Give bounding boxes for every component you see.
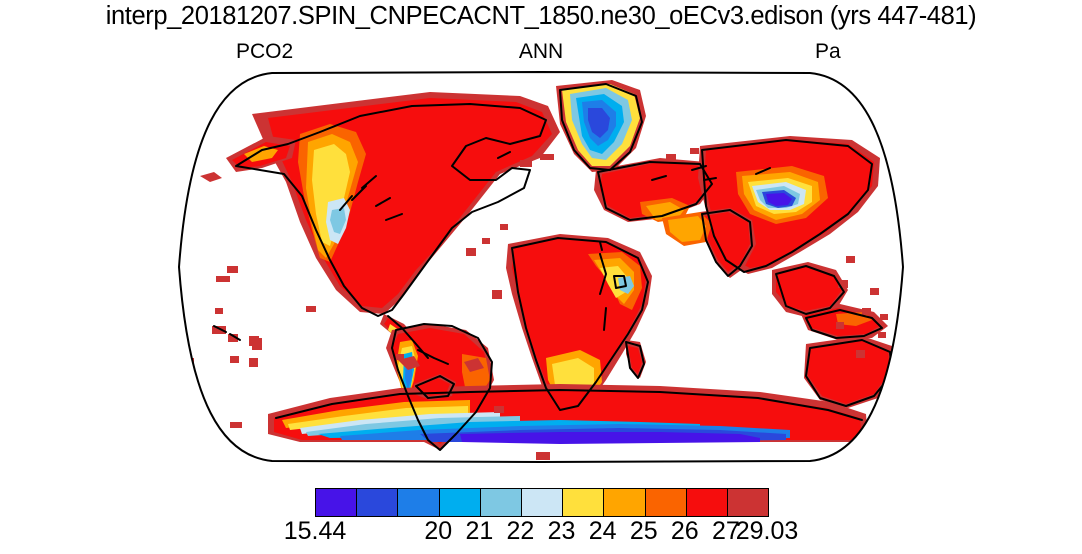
robinson-map: [177, 70, 905, 464]
colorbar-tick-29.03: 29.03: [735, 517, 799, 545]
colorbar-tick-15.44: 15.44: [283, 517, 347, 545]
colorbar-swatch-6: [563, 489, 605, 516]
region-alaska: [200, 136, 296, 182]
colorbar-tick-21: 21: [465, 517, 494, 545]
colorbar-swatch-2: [398, 489, 440, 516]
colorbar-swatch-4: [480, 489, 522, 516]
map-data-layer: [179, 72, 903, 462]
figure-title: interp_20181207.SPIN_CNPECACNT_1850.ne30…: [105, 2, 977, 30]
colorbar-tick-22: 22: [506, 517, 535, 545]
subtitle-row: PCO2 ANN Pa: [0, 39, 1082, 65]
colorbar-tick-labels: 15.44 20 21 22 23 24 25 26 27 29.03: [0, 515, 1082, 549]
map-panel: [0, 62, 1082, 472]
coastline-layer: [213, 83, 903, 451]
region-greenland: [556, 80, 646, 172]
colorbar-swatch-10: [727, 489, 769, 516]
colorbar-tick-24: 24: [588, 517, 617, 545]
colorbar-tick-23: 23: [547, 517, 576, 545]
colorbar-swatch-9: [686, 489, 728, 516]
map-boundary-outline: [177, 70, 905, 464]
colorbar-panel: 15.44 20 21 22 23 24 25 26 27 29.03: [0, 484, 1082, 554]
colorbar-tick-26: 26: [670, 517, 699, 545]
colorbar-swatch-7: [604, 489, 646, 516]
region-europe: [594, 158, 716, 222]
colorbar-swatch-8: [645, 489, 687, 516]
colorbar-swatch-3: [439, 489, 481, 516]
colorbar-swatch-5: [521, 489, 564, 516]
colorbar-tick-25: 25: [629, 517, 658, 545]
colorbar[interactable]: [315, 488, 769, 517]
subtitle-right-units: Pa: [815, 40, 841, 63]
colorbar-swatch-1: [357, 489, 399, 516]
colorbar-tick-20: 20: [424, 517, 453, 545]
colorbar-swatch-0: [316, 489, 358, 516]
colorbar-tick-27: 27: [712, 517, 740, 545]
subtitle-left-variable: PCO2: [236, 40, 294, 63]
subtitle-center-season: ANN: [518, 40, 564, 63]
